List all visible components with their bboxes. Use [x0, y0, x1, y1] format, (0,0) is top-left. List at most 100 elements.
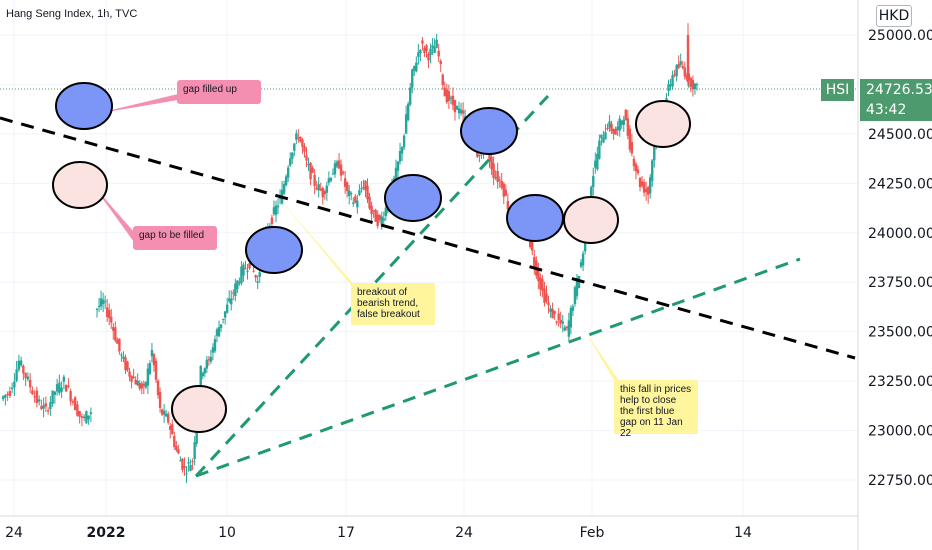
- candle-body: [404, 114, 408, 134]
- candle-body: [380, 216, 383, 226]
- candle-body: [105, 307, 109, 317]
- note-gap-filled-up[interactable]: gap filled up: [177, 80, 261, 104]
- candle-body: [551, 308, 554, 319]
- candle-body: [327, 178, 331, 183]
- candle-body: [46, 410, 50, 412]
- candle-body: [191, 461, 194, 463]
- candle-body: [642, 182, 646, 193]
- note-fall-closes-gap[interactable]: this fall in prices help to close the fi…: [614, 380, 698, 439]
- candle-body: [289, 158, 292, 166]
- blue-gap-marker: [245, 226, 303, 274]
- last-price-badge: 24726.53 43:42: [860, 79, 932, 121]
- candle-body: [89, 412, 93, 414]
- time-axis: 24 2022 10 17 24 Feb 14: [5, 525, 752, 541]
- candle-body: [122, 356, 125, 359]
- price-tick-label: 23750.00: [868, 275, 932, 291]
- candle-body: [616, 126, 619, 130]
- candle-body: [502, 183, 505, 197]
- candle-body: [116, 340, 119, 344]
- candle-body: [10, 387, 14, 389]
- candle-body: [691, 80, 695, 90]
- price-tick-label: 24000.00: [868, 226, 932, 242]
- note-false-breakout[interactable]: breakout of bearish trend, false breakou…: [351, 283, 435, 325]
- time-tick-label: 17: [337, 525, 355, 541]
- candle-body: [531, 239, 534, 251]
- candle-body: [154, 360, 158, 380]
- candle-body: [624, 109, 628, 121]
- candle-body: [677, 64, 680, 68]
- candle-body: [382, 218, 385, 221]
- candle-body: [671, 75, 674, 87]
- candle-body: [297, 137, 300, 139]
- candle-body: [567, 320, 571, 337]
- candle-body: [164, 413, 168, 417]
- candle-body: [325, 185, 329, 193]
- candle-body: [150, 350, 154, 357]
- candle-body: [291, 152, 294, 159]
- candle-body: [8, 391, 12, 397]
- last-price-value: 24726.53: [866, 82, 932, 98]
- callout-arrow-gap-filled: [95, 94, 178, 114]
- candle-body: [213, 339, 217, 352]
- candle-body: [248, 263, 251, 269]
- candle-body: [71, 401, 75, 403]
- candle-body: [144, 382, 148, 388]
- note-gap-to-be-filled[interactable]: gap to be filled: [133, 226, 217, 250]
- currency-button[interactable]: HKD: [876, 5, 912, 27]
- candle-body: [293, 143, 296, 151]
- candle-body: [421, 40, 424, 44]
- candle-body: [360, 188, 363, 190]
- candle-body: [490, 157, 493, 170]
- candle-body: [636, 169, 640, 174]
- pink-gap-marker: [171, 385, 227, 433]
- bar-countdown: 43:42: [866, 102, 907, 118]
- candle-body: [62, 376, 66, 382]
- candle-body: [286, 167, 290, 178]
- candle-body: [221, 318, 225, 320]
- candle-body: [626, 118, 630, 136]
- candle-body: [219, 324, 223, 328]
- candle-body: [425, 45, 428, 52]
- blue-gap-marker: [55, 82, 113, 130]
- chart-title: Hang Seng Index, 1h, TVC: [6, 8, 138, 20]
- candle-body: [187, 462, 190, 464]
- candle-body: [443, 87, 446, 97]
- candle-body: [230, 298, 233, 305]
- candle-body: [201, 372, 204, 377]
- candle-body: [110, 316, 113, 323]
- candle-body: [539, 277, 542, 290]
- price-tick-label: 24500.00: [868, 127, 932, 143]
- candle-body: [555, 321, 558, 323]
- candle-body: [33, 396, 36, 398]
- candle-body: [329, 177, 333, 181]
- candle-body: [162, 410, 166, 415]
- candle-body: [411, 69, 414, 88]
- candle-body: [272, 207, 276, 215]
- candle-body: [559, 319, 562, 324]
- candle-body: [433, 47, 436, 54]
- time-tick-label: 24: [455, 525, 473, 541]
- candle-body: [156, 380, 160, 396]
- candle-body: [376, 214, 379, 227]
- candle-body: [240, 266, 243, 284]
- candle-body: [415, 62, 418, 72]
- candle-body: [189, 464, 192, 471]
- candle-body: [160, 409, 164, 415]
- candle-body: [478, 154, 481, 157]
- symbol-badge[interactable]: HSI: [821, 79, 854, 101]
- candle-body: [215, 329, 219, 336]
- candle-body: [372, 210, 375, 212]
- candle-body: [128, 371, 131, 377]
- candle-body: [171, 424, 174, 435]
- candle-body: [69, 391, 72, 402]
- candle-body: [323, 191, 327, 195]
- candle-body: [132, 376, 135, 379]
- candle-body: [488, 151, 491, 162]
- candle-body: [378, 215, 381, 220]
- candle-body: [303, 146, 306, 152]
- candle-body: [695, 84, 699, 86]
- candle-body: [177, 449, 180, 454]
- candle-body: [37, 399, 41, 402]
- candle-body: [653, 141, 656, 161]
